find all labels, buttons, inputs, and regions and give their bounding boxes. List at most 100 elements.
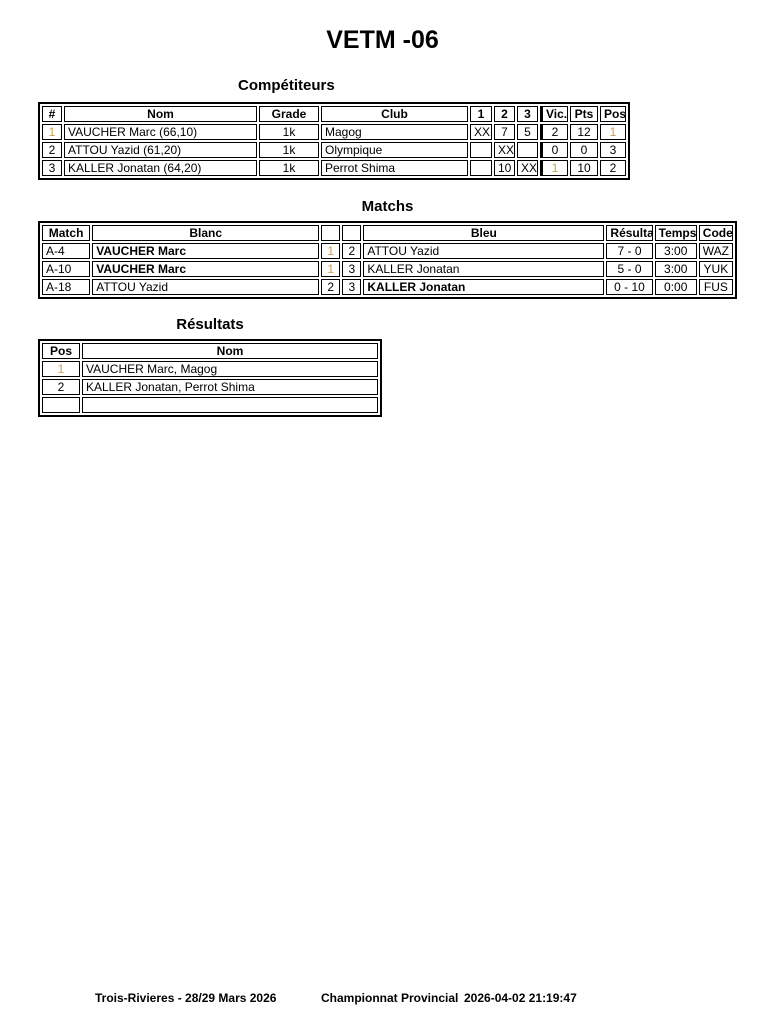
table-cell: YUK (698, 261, 733, 277)
column-header: 2 (494, 106, 515, 122)
column-header: Nom (82, 343, 378, 359)
table-row: A-18 ATTOU Yazid 2 3 KALLER Jonatan 0 - 10 0:0… (42, 279, 733, 295)
table-row: 1 VAUCHER Marc (66,10) 1k Magog XX 7 5 2 12 1 (42, 124, 626, 140)
table-cell: 5 (517, 124, 538, 140)
table-row: 2 ATTOU Yazid (61,20) 1k Olympique XX 0 0 3 (42, 142, 626, 158)
table-cell: 2 (540, 124, 568, 140)
table-cell: Magog (321, 124, 468, 140)
table-row (42, 397, 378, 413)
table-cell: ATTOU Yazid (363, 243, 605, 259)
table-cell: 2 (42, 379, 80, 395)
table-cell: A-18 (42, 279, 91, 295)
table-cell: 3 (42, 160, 62, 176)
column-header: Blanc (92, 225, 320, 241)
header-row: # Nom Grade Club 1 2 3 Vic. Pts Pos (42, 106, 626, 122)
footer-generated-at: 2026-04-02 21:19:47 (464, 991, 577, 1005)
table-row: 2 KALLER Jonatan, Perrot Shima (42, 379, 378, 395)
column-header: Club (321, 106, 468, 122)
table-cell: 5 - 0 (606, 261, 653, 277)
table-cell: VAUCHER Marc, Magog (82, 361, 378, 377)
table-cell: 1k (259, 124, 319, 140)
table-cell: 1 (321, 243, 341, 259)
table-cell (517, 142, 538, 158)
table-cell: 1k (259, 142, 319, 158)
table-cell: 2 (342, 243, 362, 259)
table-cell: 1 (42, 361, 80, 377)
results-heading: Résultats (176, 316, 244, 333)
footer-location-date: Trois-Rivieres - 28/29 Mars 2026 (95, 991, 277, 1005)
table-cell: VAUCHER Marc (92, 243, 320, 259)
table-cell: 0 (540, 142, 568, 158)
table-cell: 0 (570, 142, 598, 158)
table-cell: VAUCHER Marc (92, 261, 320, 277)
table-cell: 3 (600, 142, 626, 158)
column-header: Pos (42, 343, 80, 359)
table-cell: KALLER Jonatan (363, 279, 605, 295)
table-cell: Olympique (321, 142, 468, 158)
table-cell: 2 (42, 142, 62, 158)
column-header: Nom (64, 106, 257, 122)
competitors-heading: Compétiteurs (238, 77, 335, 94)
table-row: A-4 VAUCHER Marc 1 2 ATTOU Yazid 7 - 0 3:00 WAZ (42, 243, 733, 259)
column-header: 3 (517, 106, 538, 122)
column-header: # (42, 106, 62, 122)
table-cell (42, 397, 80, 413)
column-header: Pts (570, 106, 598, 122)
table-cell: 2 (321, 279, 341, 295)
table-cell (82, 397, 378, 413)
table-cell: A-10 (42, 261, 91, 277)
column-header (321, 225, 341, 241)
table-cell: 7 (494, 124, 515, 140)
table-cell: 10 (494, 160, 515, 176)
header-row: Pos Nom (42, 343, 378, 359)
table-cell: 7 - 0 (606, 243, 653, 259)
table-cell: 3:00 (654, 261, 697, 277)
column-header: Grade (259, 106, 319, 122)
table-cell: ATTOU Yazid (92, 279, 320, 295)
page-title: VETM -06 (326, 26, 439, 54)
competitors-table: # Nom Grade Club 1 2 3 Vic. Pts Pos 1 VAUCHER Marc … (38, 102, 630, 180)
table-cell: 1 (321, 261, 341, 277)
table-cell: XX (517, 160, 538, 176)
table-row: A-10 VAUCHER Marc 1 3 KALLER Jonatan 5 - 0 3:0… (42, 261, 733, 277)
table-cell: 2 (600, 160, 626, 176)
table-cell: 0:00 (654, 279, 697, 295)
table-cell: 3 (342, 279, 362, 295)
table-cell: A-4 (42, 243, 91, 259)
table-cell: KALLER Jonatan (64,20) (64, 160, 257, 176)
column-header (342, 225, 362, 241)
results-table: Pos Nom 1 VAUCHER Marc, Magog 2 KALLER Jonata… (38, 339, 382, 417)
table-cell: 10 (570, 160, 598, 176)
table-cell: 1 (42, 124, 62, 140)
table-cell: 3 (342, 261, 362, 277)
column-header: Pos (600, 106, 626, 122)
column-header: 1 (470, 106, 492, 122)
table-cell (470, 142, 492, 158)
table-cell: 1 (600, 124, 626, 140)
table-cell: 1k (259, 160, 319, 176)
table-cell: XX (494, 142, 515, 158)
column-header: Bleu (363, 225, 605, 241)
table-cell: KALLER Jonatan (363, 261, 605, 277)
footer-event-name: Championnat Provincial (321, 991, 459, 1005)
table-cell: WAZ (698, 243, 733, 259)
table-cell: XX (470, 124, 492, 140)
table-cell: VAUCHER Marc (66,10) (64, 124, 257, 140)
column-header: Résultat (606, 225, 653, 241)
column-header: Code (698, 225, 733, 241)
table-cell: Perrot Shima (321, 160, 468, 176)
table-cell: 3:00 (654, 243, 697, 259)
table-cell: FUS (698, 279, 733, 295)
page-footer: Trois-Rivieres - 28/29 Mars 2026 Champio… (0, 991, 765, 1007)
table-cell: 0 - 10 (606, 279, 653, 295)
column-header: Vic. (540, 106, 568, 122)
table-cell: KALLER Jonatan, Perrot Shima (82, 379, 378, 395)
column-header: Match (42, 225, 91, 241)
table-row: 3 KALLER Jonatan (64,20) 1k Perrot Shima 10 X… (42, 160, 626, 176)
table-cell: 12 (570, 124, 598, 140)
table-row: 1 VAUCHER Marc, Magog (42, 361, 378, 377)
matches-heading: Matchs (361, 198, 414, 215)
table-cell: ATTOU Yazid (61,20) (64, 142, 257, 158)
table-cell (470, 160, 492, 176)
